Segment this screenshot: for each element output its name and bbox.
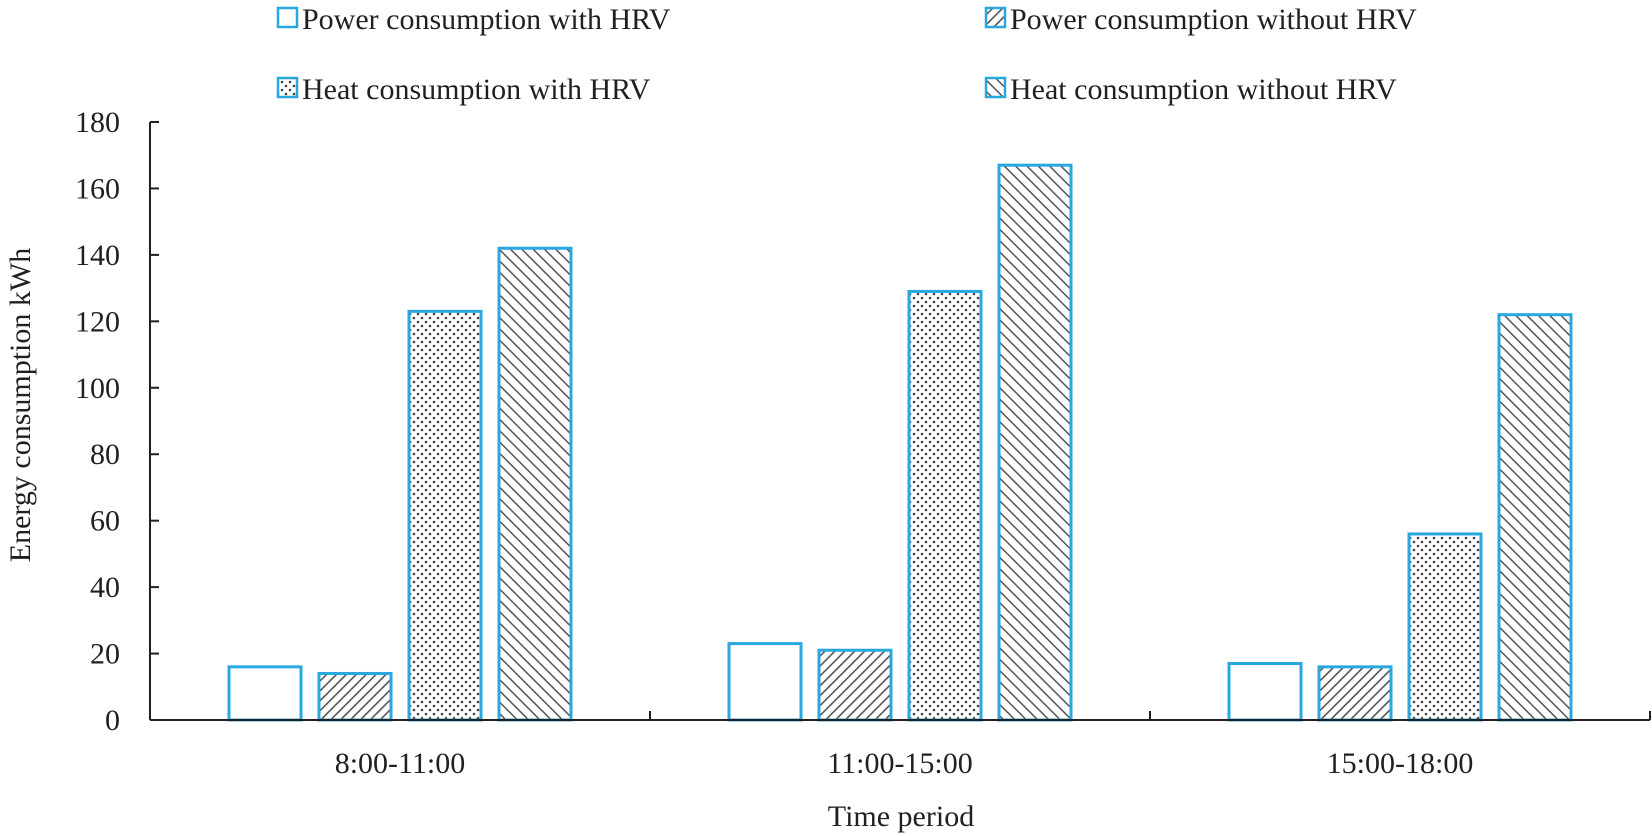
y-axis-title-group: Energy consumption kWh [4, 248, 37, 562]
bar-1-3 [1227, 662, 1303, 722]
legend-swatch-power-with-hrv [276, 6, 299, 29]
y-tick-label-4: 80 [90, 438, 120, 471]
legend-label-heat-with-hrv: Heat consumption with HRV [302, 73, 651, 106]
bar-4-1 [497, 246, 573, 722]
x-axis-title: Time period [828, 800, 974, 833]
y-axis-title: Energy consumption kWh [4, 248, 37, 562]
x-tick-label-3: 15:00-18:00 [1327, 747, 1474, 780]
y-tick-label-8: 160 [75, 172, 120, 205]
y-tick-label-1: 20 [90, 638, 120, 671]
legend: Power consumption with HRV Power consump… [276, 3, 1417, 106]
legend-label-heat-without-hrv: Heat consumption without HRV [1010, 73, 1397, 106]
y-tick-label-7: 140 [75, 239, 120, 272]
legend-label-power-with-hrv: Power consumption with HRV [302, 3, 671, 36]
bar-3-2 [907, 289, 983, 722]
y-tick-label-2: 40 [90, 571, 120, 604]
bars [227, 163, 1573, 722]
y-tick-label-6: 120 [75, 305, 120, 338]
y-tick-label-9: 180 [75, 106, 120, 139]
bar-2-1 [317, 671, 393, 722]
legend-item-heat-with-hrv: Heat consumption with HRV [276, 73, 651, 106]
y-tick-label-5: 100 [75, 372, 120, 405]
axes: 0 20 40 60 80 100 120 140 160 180 8:00-11:00 11:00-… [75, 106, 1651, 780]
legend-item-power-without-hrv: Power consumption without HRV [984, 3, 1417, 36]
bar-4-3 [1497, 313, 1573, 722]
bar-2-2 [817, 648, 893, 722]
bar-3-3 [1407, 532, 1483, 722]
x-tick-label-2: 11:00-15:00 [827, 747, 973, 780]
legend-swatch-power-without-hrv [984, 6, 1007, 29]
x-tick-label-1: 8:00-11:00 [335, 747, 466, 780]
y-tick-label-0: 0 [105, 704, 120, 737]
legend-swatch-heat-without-hrv [984, 76, 1007, 99]
bar-4-2 [997, 163, 1073, 722]
legend-item-power-with-hrv: Power consumption with HRV [276, 3, 671, 36]
bar-1-1 [227, 665, 303, 722]
bar-3-1 [407, 309, 483, 722]
legend-swatch-heat-with-hrv [276, 76, 299, 99]
y-tick-label-3: 60 [90, 505, 120, 538]
legend-item-heat-without-hrv: Heat consumption without HRV [984, 73, 1397, 106]
bar-2-3 [1317, 665, 1393, 722]
bar-1-2 [727, 642, 803, 722]
legend-label-power-without-hrv: Power consumption without HRV [1010, 3, 1417, 36]
